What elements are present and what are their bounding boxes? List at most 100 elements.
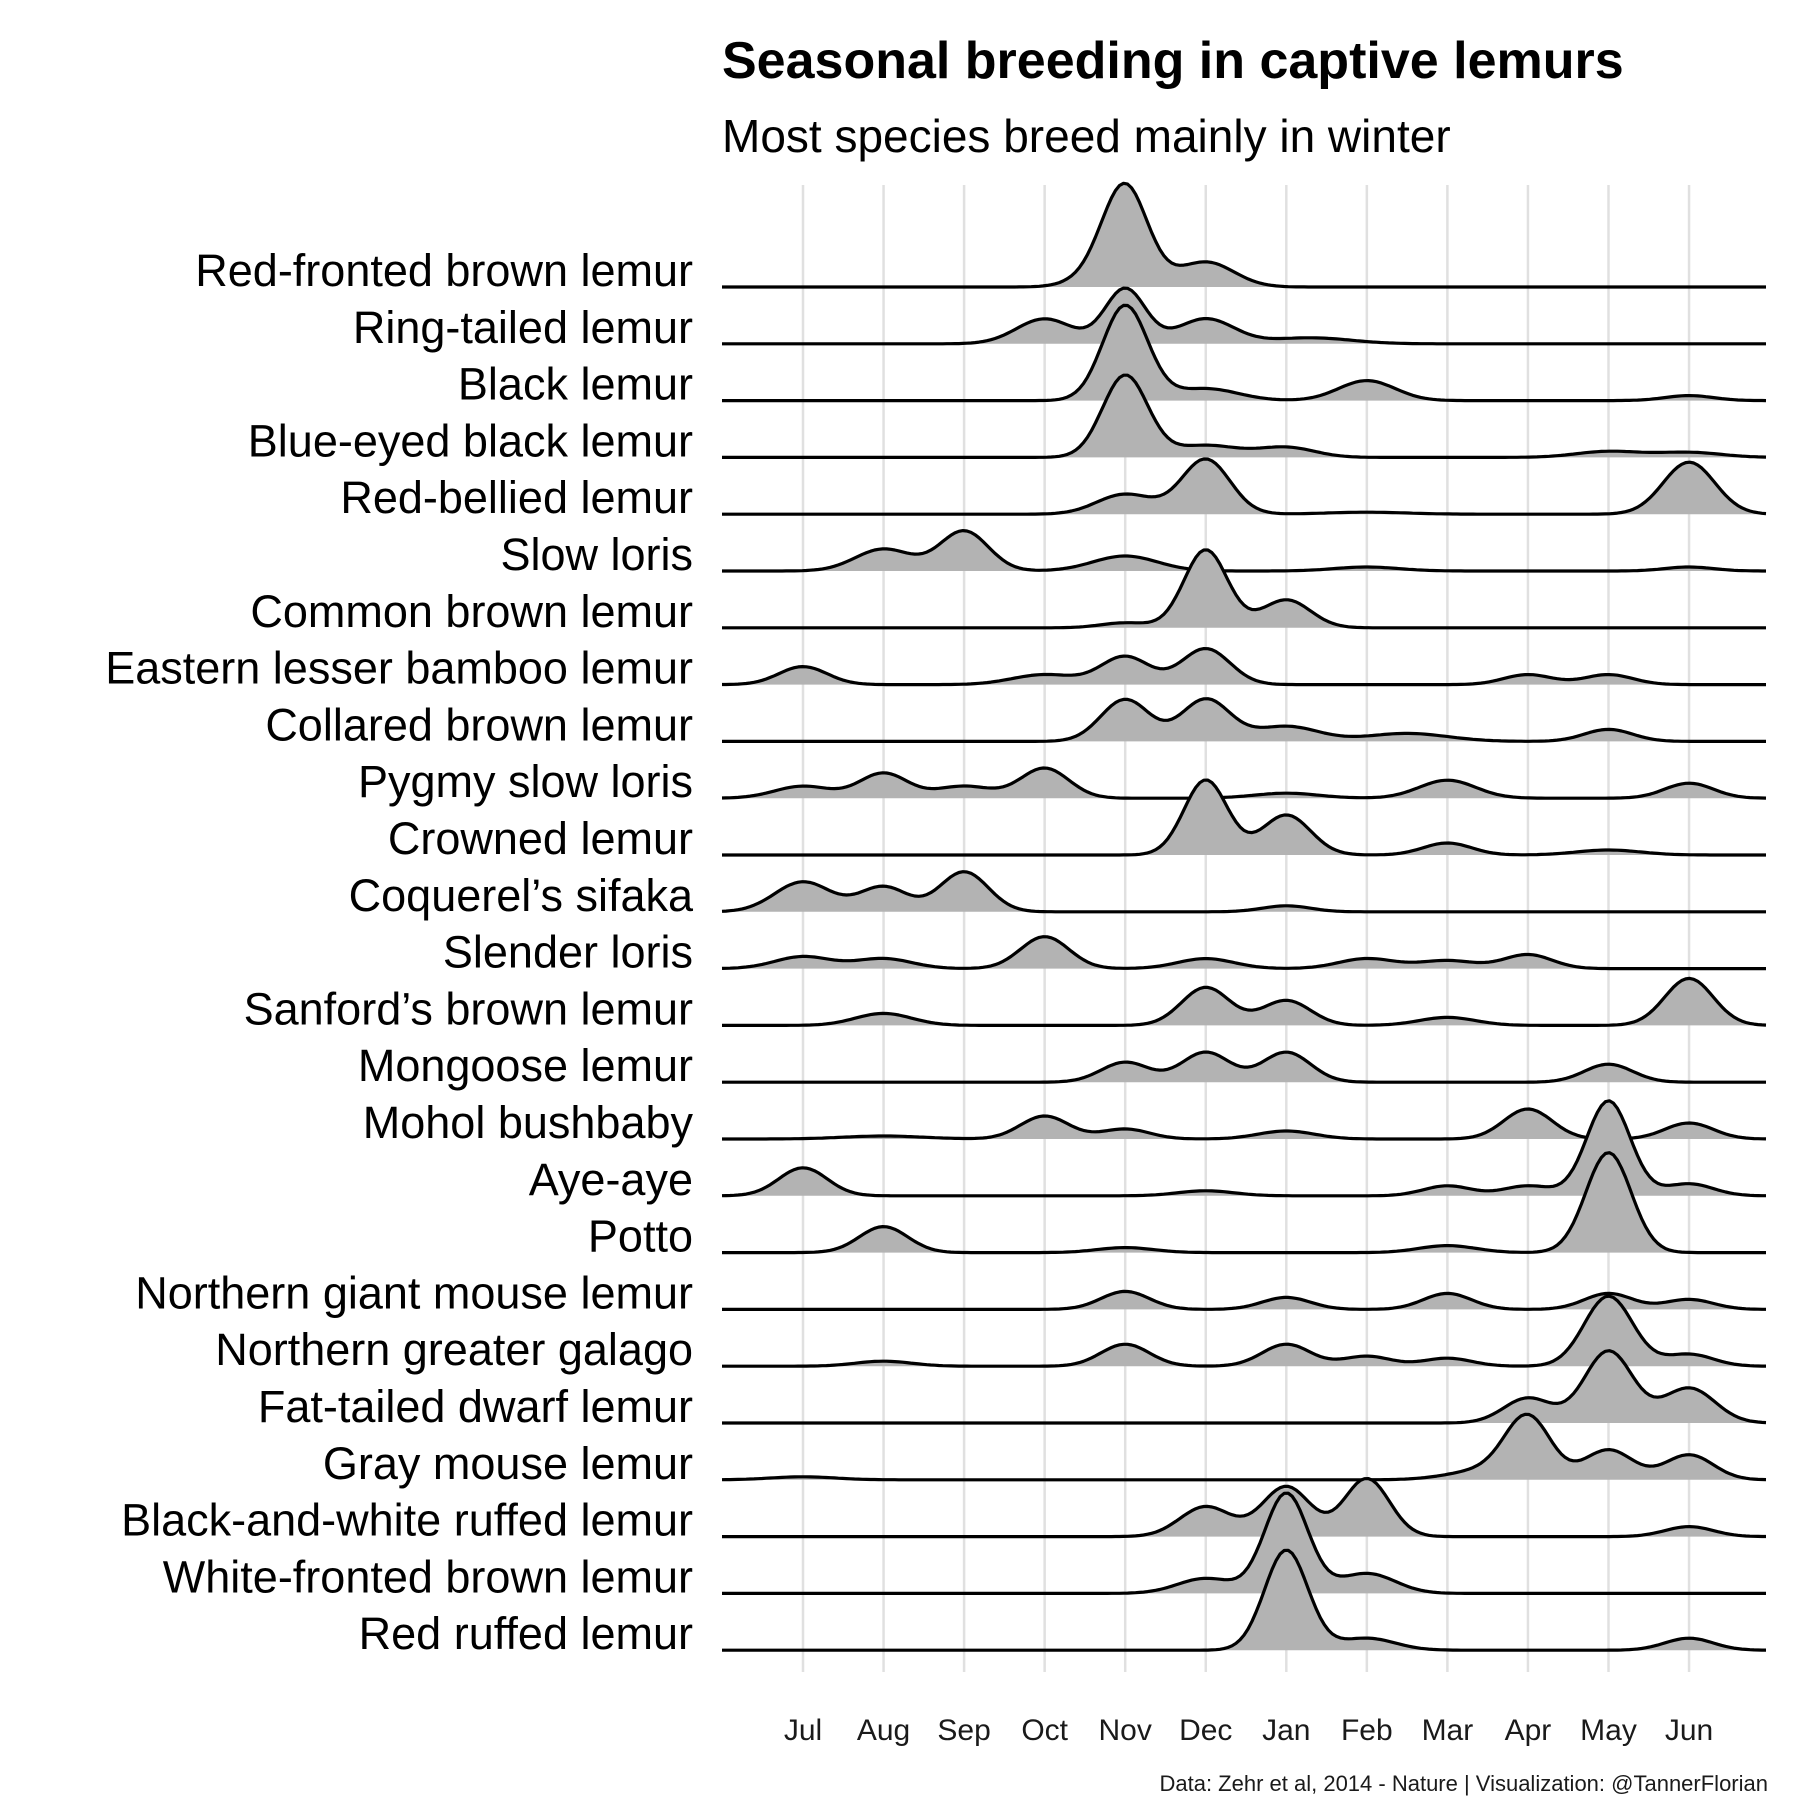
ridge-line-common-brown-lemur [722,548,1766,630]
species-label-fat-tailed-dwarf-lemur: Fat-tailed dwarf lemur [258,1381,693,1432]
species-label-sanford-s-brown-lemur: Sanford’s brown lemur [244,983,693,1034]
ridge-potto [722,1151,1766,1255]
species-label-eastern-lesser-bamboo-lemur: Eastern lesser bamboo lemur [105,643,693,694]
ridge-fill-mohol-bushbaby [722,1109,1766,1139]
ridge-fill-fat-tailed-dwarf-lemur [722,1350,1766,1423]
species-labels: Red-fronted brown lemur Ring-tailed lemur… [105,245,694,1659]
species-label-black-lemur: Black lemur [458,359,693,410]
month-label-jan: Jan [1262,1714,1310,1747]
ridge-fill-crowned-lemur [722,780,1766,855]
ridge-collared-brown-lemur [722,697,1766,743]
species-label-pygmy-slow-loris: Pygmy slow loris [358,756,693,807]
species-label-mongoose-lemur: Mongoose lemur [358,1040,693,1091]
ridge-fill-slender-loris [722,936,1766,969]
ridge-line-red-fronted-brown-lemur [722,181,1766,289]
ridge-common-brown-lemur [722,548,1766,630]
ridge-fill-pygmy-slow-loris [722,768,1766,799]
ridge-pygmy-slow-loris [721,766,1767,800]
species-label-aye-aye: Aye-aye [529,1154,693,1205]
ridge-northern-greater-galago [722,1294,1766,1368]
ridge-line-black-lemur [722,303,1767,403]
ridge-blue-eyed-black-lemur [722,373,1767,459]
ridge-ring-tailed-lemur [722,286,1766,346]
ridge-line-black-and-white-ruffed-lemur [722,1477,1766,1539]
ridge-line-coquerel-s-sifaka [721,870,1766,914]
species-label-red-fronted-brown-lemur: Red-fronted brown lemur [195,245,693,296]
ridge-line-white-fronted-brown-lemur [722,1491,1766,1595]
species-label-gray-mouse-lemur: Gray mouse lemur [323,1438,693,1489]
species-label-collared-brown-lemur: Collared brown lemur [265,699,693,750]
month-label-mar: Mar [1422,1714,1474,1747]
ridge-crowned-lemur [722,778,1766,857]
species-label-blue-eyed-black-lemur: Blue-eyed black lemur [248,415,693,466]
species-label-crowned-lemur: Crowned lemur [388,813,693,864]
species-label-white-fronted-brown-lemur: White-fronted brown lemur [163,1551,693,1602]
ridge-line-pygmy-slow-loris [721,766,1767,800]
ridge-line-sanford-s-brown-lemur [722,976,1767,1027]
ridge-coquerel-s-sifaka [721,870,1766,914]
species-label-red-ruffed-lemur: Red ruffed lemur [359,1608,693,1659]
month-label-may: May [1580,1714,1637,1747]
species-label-ring-tailed-lemur: Ring-tailed lemur [353,302,693,353]
ridge-aye-aye [721,1099,1766,1198]
chart-subtitle: Most species breed mainly in winter [722,110,1451,162]
ridge-red-bellied-lemur [722,457,1767,516]
ridge-line-crowned-lemur [722,778,1766,857]
ridge-fill-red-bellied-lemur [722,459,1766,515]
species-label-mohol-bushbaby: Mohol bushbaby [363,1097,694,1148]
ridge-eastern-lesser-bamboo-lemur [722,647,1766,687]
species-label-coquerel-s-sifaka: Coquerel’s sifaka [349,870,694,921]
ridge-fill-northern-greater-galago [722,1296,1766,1367]
ridge-slow-loris [722,529,1766,573]
ridge-fill-northern-giant-mouse-lemur [722,1291,1766,1310]
ridge-black-lemur [722,303,1767,403]
ridge-line-red-bellied-lemur [722,457,1767,516]
ridge-red-ruffed-lemur [722,1548,1766,1652]
ridge-line-slender-loris [721,935,1766,971]
ridge-fat-tailed-dwarf-lemur [722,1349,1767,1425]
ridge-line-potto [722,1151,1766,1255]
ridge-slender-loris [721,935,1766,971]
ridge-fill-black-and-white-ruffed-lemur [722,1478,1766,1537]
ridge-fill-collared-brown-lemur [722,698,1766,742]
ridge-line-ring-tailed-lemur [722,286,1766,346]
month-label-feb: Feb [1341,1714,1393,1747]
chart-title: Seasonal breeding in captive lemurs [722,32,1624,90]
ridge-fill-eastern-lesser-bamboo-lemur [722,648,1766,685]
month-label-jul: Jul [784,1714,822,1747]
month-label-aug: Aug [857,1714,910,1747]
month-axis: Jul Aug Sep Oct Nov Dec Jan Feb Mar Apr May Jun [784,1714,1713,1747]
ridge-line-fat-tailed-dwarf-lemur [722,1349,1767,1425]
species-label-common-brown-lemur: Common brown lemur [250,586,693,637]
ridge-line-gray-mouse-lemur [721,1412,1767,1482]
species-label-slow-loris: Slow loris [500,529,693,580]
chart-caption: Data: Zehr et al, 2014 - Nature | Visual… [1159,1771,1768,1796]
species-label-northern-giant-mouse-lemur: Northern giant mouse lemur [135,1267,693,1318]
species-label-northern-greater-galago: Northern greater galago [215,1324,693,1375]
ridge-fill-gray-mouse-lemur [722,1414,1766,1480]
ridges [721,181,1767,1652]
ridge-white-fronted-brown-lemur [722,1491,1766,1595]
month-label-oct: Oct [1021,1714,1068,1747]
ridge-fill-coquerel-s-sifaka [722,871,1766,912]
species-label-slender-loris: Slender loris [443,927,693,978]
ridge-black-and-white-ruffed-lemur [722,1477,1766,1539]
ridge-red-fronted-brown-lemur [722,181,1766,289]
ridge-sanford-s-brown-lemur [722,976,1767,1027]
ridge-fill-common-brown-lemur [722,550,1766,628]
ridge-line-collared-brown-lemur [722,697,1766,743]
ridge-line-blue-eyed-black-lemur [722,373,1767,459]
month-label-jun: Jun [1665,1714,1713,1747]
ridge-line-slow-loris [722,529,1766,573]
ridge-northern-giant-mouse-lemur [722,1289,1766,1311]
month-label-apr: Apr [1505,1714,1552,1747]
ridge-line-mongoose-lemur [722,1050,1766,1084]
ridge-mongoose-lemur [722,1050,1766,1084]
ridge-gray-mouse-lemur [721,1412,1767,1482]
species-label-red-bellied-lemur: Red-bellied lemur [340,472,693,523]
ridge-line-northern-greater-galago [722,1294,1766,1368]
ridge-line-eastern-lesser-bamboo-lemur [722,647,1766,687]
species-label-potto: Potto [588,1211,693,1262]
ridge-line-red-ruffed-lemur [722,1548,1766,1652]
